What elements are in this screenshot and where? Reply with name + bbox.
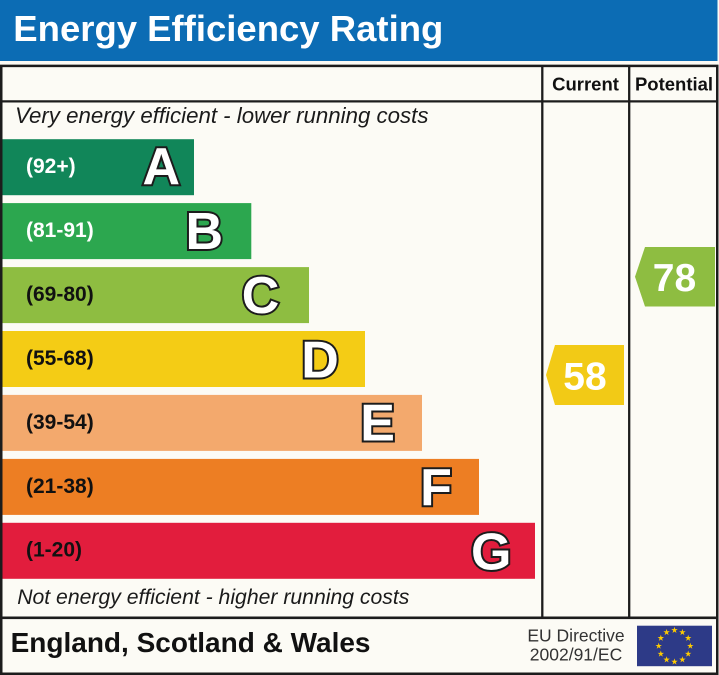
svg-text:F: F xyxy=(420,459,452,517)
svg-text:Very energy efficient - lower: Very energy efficient - lower running co… xyxy=(15,103,428,128)
svg-text:(21-38): (21-38) xyxy=(26,475,94,498)
svg-text:D: D xyxy=(301,332,339,390)
svg-text:C: C xyxy=(242,267,280,325)
svg-text:Not energy efficient - higher: Not energy efficient - higher running co… xyxy=(17,586,410,609)
svg-text:G: G xyxy=(471,523,511,581)
svg-text:(55-68): (55-68) xyxy=(26,347,94,370)
svg-text:78: 78 xyxy=(653,257,696,300)
svg-text:Current: Current xyxy=(552,74,619,95)
svg-text:(92+): (92+) xyxy=(26,155,76,178)
svg-text:Energy Efficiency Rating: Energy Efficiency Rating xyxy=(13,8,443,49)
svg-text:A: A xyxy=(143,138,181,196)
svg-text:(39-54): (39-54) xyxy=(26,411,94,434)
svg-text:(69-80): (69-80) xyxy=(26,283,94,306)
svg-text:58: 58 xyxy=(563,355,606,398)
svg-text:2002/91/EC: 2002/91/EC xyxy=(530,645,622,665)
svg-text:E: E xyxy=(360,395,395,453)
svg-text:B: B xyxy=(186,203,224,261)
svg-text:England, Scotland & Wales: England, Scotland & Wales xyxy=(11,627,371,658)
svg-text:EU Directive: EU Directive xyxy=(527,626,624,646)
svg-text:Potential: Potential xyxy=(635,74,713,95)
svg-text:(81-91): (81-91) xyxy=(26,219,94,242)
svg-text:(1-20): (1-20) xyxy=(26,539,82,562)
